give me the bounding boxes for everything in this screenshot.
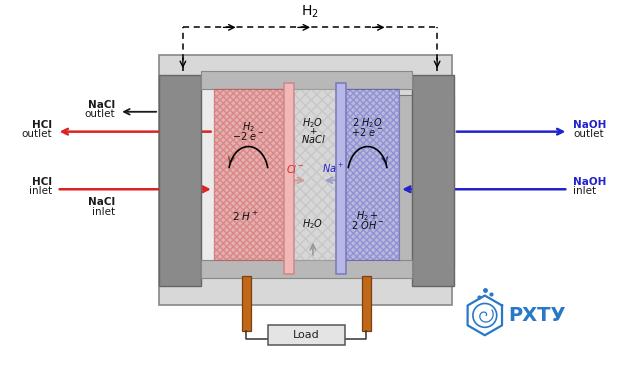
Bar	[288, 89, 340, 260]
Text: $H_2O$: $H_2O$	[303, 116, 324, 129]
Bar	[399, 95, 454, 266]
Bar	[213, 89, 288, 260]
Bar	[201, 260, 412, 278]
Text: $2\ H_2O$: $2\ H_2O$	[353, 116, 383, 129]
Text: HCl: HCl	[32, 177, 52, 187]
Text: NaCl: NaCl	[88, 100, 115, 110]
Text: NaCl: NaCl	[88, 197, 115, 207]
Bar	[336, 83, 346, 274]
Text: $- 2\ e^-$: $- 2\ e^-$	[232, 130, 265, 142]
Bar	[284, 83, 294, 274]
Text: $H_2 +$: $H_2 +$	[356, 209, 379, 223]
Bar	[338, 89, 399, 260]
Text: outlet: outlet	[573, 129, 604, 139]
Text: $2\ H^+$: $2\ H^+$	[232, 210, 259, 223]
Text: inlet: inlet	[573, 186, 597, 196]
Text: HCl: HCl	[32, 120, 52, 130]
Text: NaOH: NaOH	[573, 177, 607, 187]
Text: $H_2$: $H_2$	[242, 120, 255, 134]
Text: outlet: outlet	[85, 109, 115, 119]
Bar	[159, 55, 452, 305]
Bar	[362, 276, 371, 331]
Bar	[288, 89, 340, 260]
Text: NaOH: NaOH	[573, 120, 607, 130]
Text: $Na^+$: $Na^+$	[322, 162, 344, 175]
Text: $+ 2\ e^-$: $+ 2\ e^-$	[351, 126, 384, 138]
Bar	[159, 95, 213, 266]
Text: $+$: $+$	[309, 126, 317, 136]
Bar	[340, 89, 399, 260]
Text: inlet: inlet	[29, 186, 52, 196]
Text: $H_2O$: $H_2O$	[303, 217, 324, 231]
Text: $Cl^-$: $Cl^-$	[286, 163, 305, 175]
Text: РХТУ: РХТУ	[509, 306, 566, 325]
Text: $\mathregular{H_2}$: $\mathregular{H_2}$	[301, 4, 319, 21]
Bar	[201, 89, 288, 260]
Text: inlet: inlet	[92, 207, 115, 217]
Text: $NaCl$: $NaCl$	[301, 133, 325, 145]
Bar	[268, 325, 345, 345]
Bar	[288, 89, 338, 260]
Text: outlet: outlet	[21, 129, 52, 139]
Bar	[213, 89, 288, 260]
Text: $2\ OH^-$: $2\ OH^-$	[351, 219, 384, 231]
Bar	[412, 75, 454, 286]
Bar	[159, 75, 201, 286]
Text: Load: Load	[293, 330, 319, 340]
Bar	[201, 71, 412, 89]
Bar	[243, 276, 251, 331]
Bar	[340, 89, 399, 260]
